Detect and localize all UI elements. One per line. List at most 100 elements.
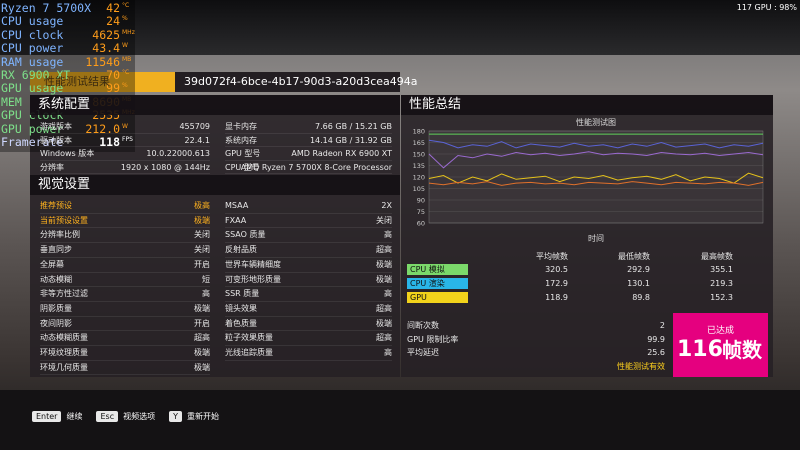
fps-value: 89.8 (632, 293, 650, 302)
setting-value: 极端 (194, 362, 210, 372)
fps-value: 355.1 (710, 265, 733, 274)
row-divider (225, 132, 392, 134)
section-title: 视觉设置 (30, 175, 400, 195)
osd-label: CPU usage (1, 14, 64, 29)
row-divider (40, 359, 210, 361)
setting-label: SSAO 质量 (225, 230, 266, 240)
stat-label: 平均延迟 (407, 348, 439, 357)
setting-value: 超高 (376, 303, 392, 313)
key-hint[interactable]: Esc (96, 411, 119, 422)
valid-text: 性能测试有效 (617, 362, 665, 371)
setting-value: 开启 (194, 318, 210, 328)
osd-label: Ryzen 7 5700X (1, 1, 92, 15)
setting-label: 系统内存 (225, 135, 257, 145)
osd-unit: FPS (122, 136, 133, 143)
setting-label: 世界车辆精细度 (225, 259, 281, 269)
setting-label: MSAA (225, 201, 249, 210)
row-divider (40, 159, 210, 161)
osd-label: RX 6900 XT (1, 68, 71, 82)
setting-label: CPU 型号 (225, 162, 260, 172)
setting-value: 关闭 (376, 215, 392, 225)
setting-value: 10.0.22000.613 (146, 149, 210, 158)
y-tick-label: 60 (417, 220, 425, 228)
column-header: 最低帧数 (618, 252, 650, 261)
setting-value: 455709 (179, 122, 210, 131)
key-hint[interactable]: Enter (32, 411, 62, 422)
osd-value: 4625 (92, 27, 120, 42)
series-line (428, 172, 764, 184)
setting-label: 阴影质量 (40, 303, 72, 313)
setting-label: SSR 质量 (225, 289, 260, 299)
osd-unit: MB (122, 55, 132, 63)
setting-label: 全屏幕 (40, 259, 64, 269)
action-label[interactable]: 视频选项 (123, 412, 156, 421)
osd-value: 43.4 (92, 41, 120, 56)
row-divider (225, 315, 392, 317)
row-divider (40, 242, 210, 244)
action-label[interactable]: 继续 (66, 412, 83, 421)
row-tag: GPU (407, 292, 468, 303)
osd-unit: °C (122, 2, 130, 9)
column-header: 平均帧数 (536, 252, 568, 261)
setting-value: 极端 (194, 215, 210, 225)
setting-value: 极端 (194, 348, 210, 357)
setting-value: 高 (384, 348, 392, 357)
setting-label: 反射品质 (225, 245, 257, 255)
row-divider (40, 227, 210, 229)
key-hint[interactable]: Y (169, 411, 182, 422)
row-divider (225, 173, 392, 174)
setting-label: 驱动版本 (40, 135, 72, 145)
stat-label: 间断次数 (407, 321, 439, 330)
row-divider (40, 286, 210, 288)
y-tick-label: 105 (413, 185, 425, 193)
y-tick-label: 165 (413, 139, 425, 147)
row-divider (225, 242, 392, 244)
setting-label: 分辨率比例 (40, 230, 80, 240)
row-divider (40, 300, 210, 302)
setting-label: 动态模糊质量 (40, 333, 88, 343)
setting-value: 1920 x 1080 @ 144Hz (120, 162, 210, 172)
setting-label: 垂直同步 (40, 245, 72, 255)
osd-label: MEM (1, 94, 22, 109)
osd-value: 11546 (85, 54, 120, 69)
setting-value: 超高 (376, 245, 392, 255)
series-line (428, 151, 764, 169)
setting-label: 分辨率 (40, 162, 64, 172)
setting-value: 短 (202, 274, 210, 284)
osd-unit: W (122, 42, 128, 50)
setting-value: 2X (381, 201, 392, 210)
y-tick-label: 120 (413, 174, 425, 182)
setting-value: 极端 (194, 303, 210, 313)
setting-value: 7.66 GB / 15.21 GB (315, 122, 392, 131)
fps-value: 320.5 (545, 265, 568, 274)
fps-value: 219.3 (710, 279, 733, 288)
row-divider (225, 345, 392, 346)
setting-value: 极高 (194, 201, 210, 210)
setting-label: 光线追踪质量 (225, 348, 273, 357)
osd-unit: % (122, 82, 128, 90)
action-label[interactable]: 重新开始 (187, 412, 219, 421)
osd-label: CPU clock (1, 27, 64, 42)
osd-label: CPU power (1, 41, 64, 56)
setting-label: Windows 版本 (40, 149, 95, 158)
setting-label: 非等方性过滤 (40, 289, 88, 299)
badge-caption: 已达成 (707, 326, 735, 336)
osd-label: GPU usage (1, 81, 64, 96)
stat-label: GPU 限制比率 (407, 334, 459, 344)
osd-unit: W (122, 122, 128, 130)
y-tick-label: 180 (413, 128, 425, 136)
setting-label: 环境几何质量 (40, 362, 88, 372)
setting-value: 高 (202, 289, 210, 299)
osd-value: 70 (106, 68, 120, 82)
setting-value: 极端 (376, 318, 392, 328)
setting-label: 显卡内存 (225, 122, 257, 131)
banner-tab (30, 72, 175, 92)
setting-label: 游戏版本 (40, 122, 72, 131)
series-line (428, 139, 764, 149)
row-divider (225, 271, 392, 273)
setting-value: 14.14 GB / 31.92 GB (309, 135, 392, 145)
setting-value: 高 (384, 289, 392, 299)
setting-value: 22.4.1 (184, 135, 210, 145)
x-axis-label: 时间 (588, 233, 604, 243)
setting-label: 镜头效果 (225, 303, 257, 313)
